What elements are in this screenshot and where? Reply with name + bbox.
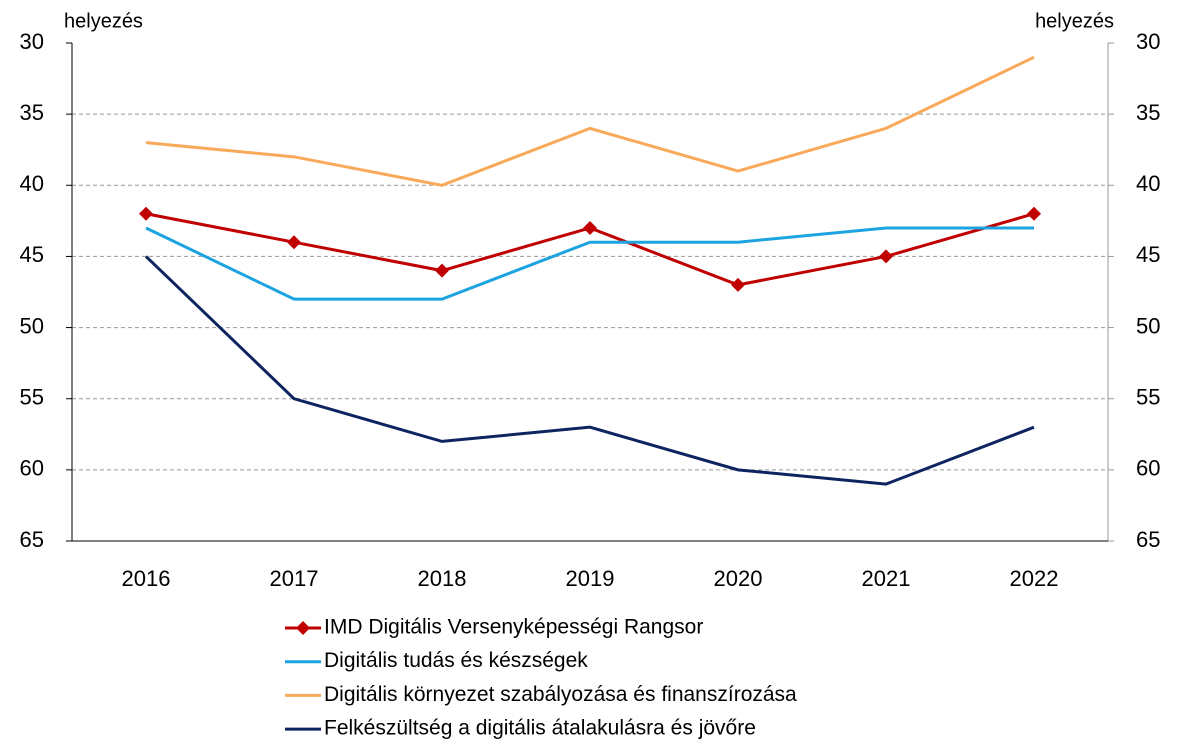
y2-axis-label: helyezés xyxy=(1035,10,1114,32)
x-tick-label: 2021 xyxy=(862,566,911,591)
y-tick-label: 55 xyxy=(20,385,44,410)
y-tick-label: 45 xyxy=(20,242,44,267)
series-line xyxy=(144,255,1035,486)
legend-label: IMD Digitális Versenyképességi Rangsor xyxy=(324,616,703,639)
y2-tick-label: 40 xyxy=(1136,171,1160,196)
marker xyxy=(287,235,301,250)
marker xyxy=(731,277,745,292)
x-tick-label: 2018 xyxy=(418,566,467,591)
y-tick-label: 50 xyxy=(20,313,44,338)
y-tick-label: 40 xyxy=(20,171,44,196)
legend-marker xyxy=(296,621,310,635)
series-line xyxy=(145,226,1034,301)
series-line xyxy=(145,55,1035,187)
x-tick-label: 2016 xyxy=(122,566,171,591)
x-tick-label: 2020 xyxy=(714,566,763,591)
y-axis-label: helyezés xyxy=(64,10,143,32)
marker xyxy=(583,220,597,235)
legend-label: Digitális környezet szabályozása és fina… xyxy=(324,683,797,706)
y2-tick-label: 60 xyxy=(1136,456,1160,481)
y2-tick-label: 30 xyxy=(1136,29,1160,54)
x-tick-label: 2019 xyxy=(566,566,615,591)
x-tick-label: 2017 xyxy=(270,566,319,591)
marker xyxy=(139,206,153,221)
y2-tick-label: 50 xyxy=(1136,313,1160,338)
x-tick-label: 2022 xyxy=(1010,566,1059,591)
y-tick-label: 30 xyxy=(20,29,44,54)
y-tick-label: 65 xyxy=(20,527,44,552)
y2-tick-label: 45 xyxy=(1136,242,1160,267)
marker xyxy=(879,249,893,264)
y2-tick-label: 55 xyxy=(1136,385,1160,410)
marker xyxy=(435,263,449,278)
y-tick-label: 35 xyxy=(20,100,44,125)
y2-tick-label: 65 xyxy=(1136,527,1160,552)
y2-tick-label: 35 xyxy=(1136,100,1160,125)
legend-label: Digitális tudás és készségek xyxy=(324,649,588,672)
legend-label: Felkészültség a digitális átalakulásra é… xyxy=(324,717,756,740)
marker xyxy=(1027,206,1041,221)
y-tick-label: 60 xyxy=(20,456,44,481)
